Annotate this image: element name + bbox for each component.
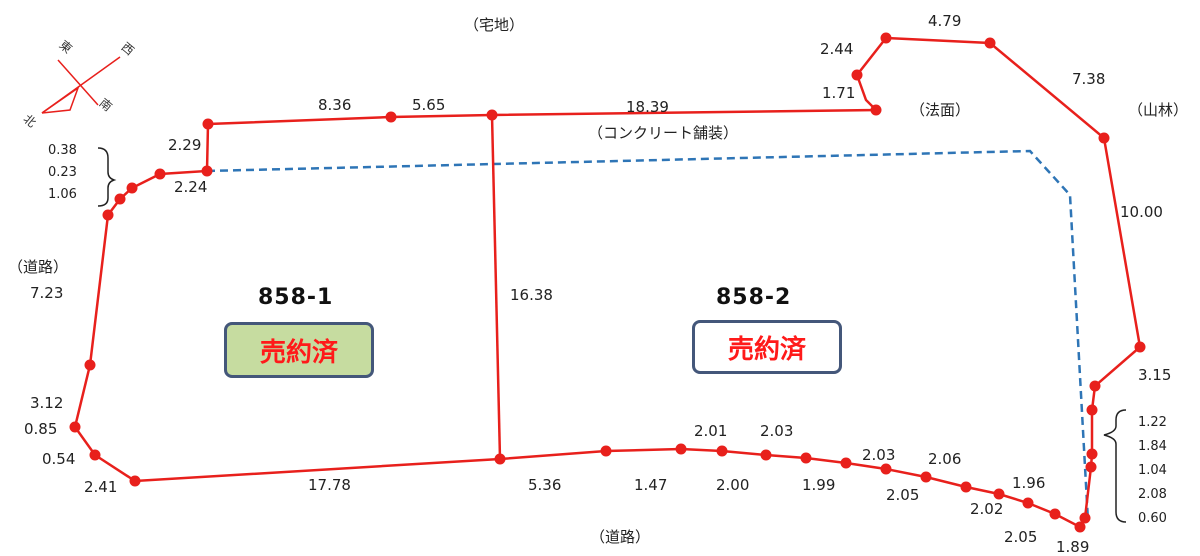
distance-label: 1.96: [1012, 474, 1046, 492]
distance-label: 5.36: [528, 476, 562, 494]
label-takuchi: （宅地）: [464, 16, 525, 34]
parcel-858-1-status: 売約済: [224, 322, 374, 378]
dashed-boundary-line: [206, 149, 1090, 522]
distance-label: 2.03: [862, 446, 896, 464]
label-houmen: （法面）: [910, 101, 971, 119]
distance-label: 2.02: [970, 500, 1004, 518]
distance-label: 2.05: [1004, 528, 1038, 546]
label-road-left: （道路）: [8, 258, 69, 276]
distance-label: 10.00: [1120, 203, 1163, 221]
distance-label: 16.38: [510, 286, 553, 304]
distance-label: 7.38: [1072, 70, 1106, 88]
bracket-left: [97, 147, 117, 207]
distance-label: 0.85: [24, 420, 58, 438]
distance-label: 8.36: [318, 96, 352, 114]
distance-label: 7.23: [30, 284, 64, 302]
distance-label: 1.84: [1138, 439, 1167, 454]
label-sanrin: （山林）: [1128, 101, 1189, 119]
bracket-right: [1103, 409, 1127, 523]
distance-label: 0.23: [48, 165, 77, 180]
parcel-858-2-status: 売約済: [692, 320, 842, 374]
distance-label: 4.79: [928, 12, 962, 30]
label-concrete: （コンクリート舗装）: [588, 124, 739, 142]
distance-label: 1.04: [1138, 463, 1167, 478]
distance-label: 5.65: [412, 96, 446, 114]
survey-points: [69, 32, 1146, 533]
label-road-bottom: （道路）: [590, 528, 651, 546]
distance-label: 1.71: [822, 84, 856, 102]
distance-label: 2.44: [820, 40, 854, 58]
distance-label: 1.99: [802, 476, 836, 494]
distance-label: 1.89: [1056, 538, 1090, 556]
parcel-858-1-id: 858-1: [258, 285, 334, 310]
distance-label: 2.24: [174, 178, 208, 196]
distance-label: 2.01: [694, 422, 728, 440]
distance-label: 1.47: [634, 476, 668, 494]
parcel-division-line: [490, 114, 502, 460]
distance-label: 3.12: [30, 394, 64, 412]
parcel-858-2-id: 858-2: [716, 285, 792, 310]
distance-label: 17.78: [308, 476, 351, 494]
distance-label: 0.54: [42, 450, 76, 468]
distance-label: 1.22: [1138, 415, 1167, 430]
distance-label: 2.00: [716, 476, 750, 494]
distance-label: 2.29: [168, 136, 202, 154]
distance-label: 0.38: [48, 143, 77, 158]
distance-label: 3.15: [1138, 366, 1172, 384]
compass-icon: [41, 56, 121, 114]
distance-label: 2.08: [1138, 487, 1167, 502]
distance-label: 18.39: [626, 98, 669, 116]
distance-label: 2.06: [928, 450, 962, 468]
distance-label: 2.03: [760, 422, 794, 440]
distance-label: 2.05: [886, 486, 920, 504]
distance-label: 2.41: [84, 478, 118, 496]
distance-label: 1.06: [48, 187, 77, 202]
distance-label: 0.60: [1138, 511, 1167, 526]
